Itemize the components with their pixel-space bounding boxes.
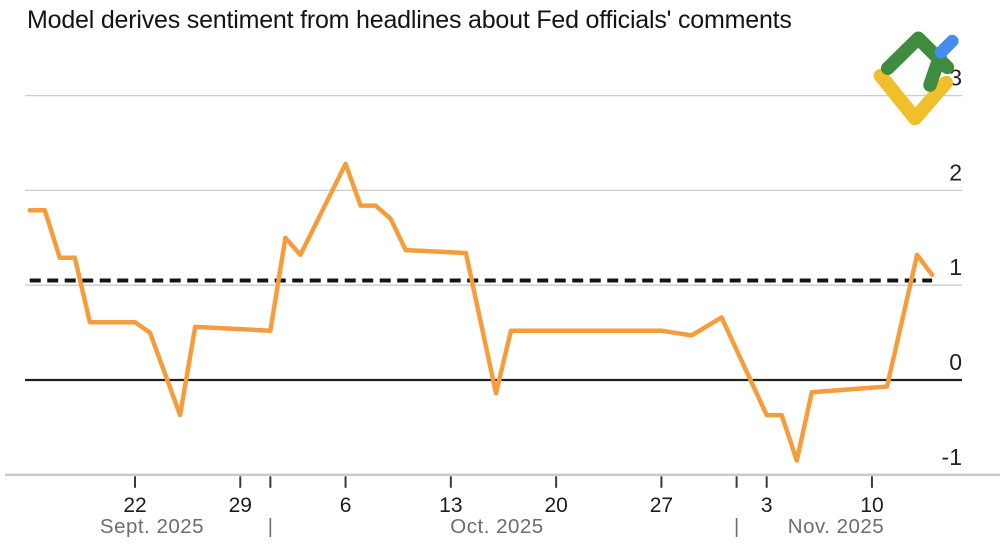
logo-yellow-check [873, 68, 953, 126]
month-separator: | [268, 516, 273, 538]
month-label: Oct. 2025 [450, 515, 543, 538]
x-tick-label: 22 [123, 494, 146, 517]
y-axis-label: 1 [949, 254, 962, 280]
x-tick-label: 20 [544, 494, 567, 517]
x-axis: 22 29 6 13 20 27 3 10 | | Sept. 2025 Oct. 2025 Nov. … [100, 476, 884, 538]
x-tick-label: 10 [860, 494, 883, 517]
x-tick-label: 6 [340, 494, 352, 517]
logo-blue-tip [934, 34, 959, 59]
x-tick-label: 27 [650, 494, 673, 517]
y-axis-label: 2 [949, 159, 962, 185]
chart-title: Model derives sentiment from headlines a… [27, 6, 792, 34]
gridlines [5, 94, 1000, 476]
litefinance-logo [873, 31, 959, 126]
logo-green-tail [923, 49, 947, 92]
x-tick-label: 13 [439, 494, 462, 517]
sentiment-line [27, 161, 935, 463]
y-axis-label: 0 [949, 349, 962, 375]
month-separator: | [734, 516, 739, 538]
y-axis-label: -1 [942, 444, 962, 470]
month-label: Nov. 2025 [788, 515, 884, 538]
month-label: Sept. 2025 [100, 515, 204, 538]
x-tick-label: 29 [229, 494, 252, 517]
x-tick-label: 3 [761, 494, 773, 517]
series-lines [27, 161, 935, 463]
